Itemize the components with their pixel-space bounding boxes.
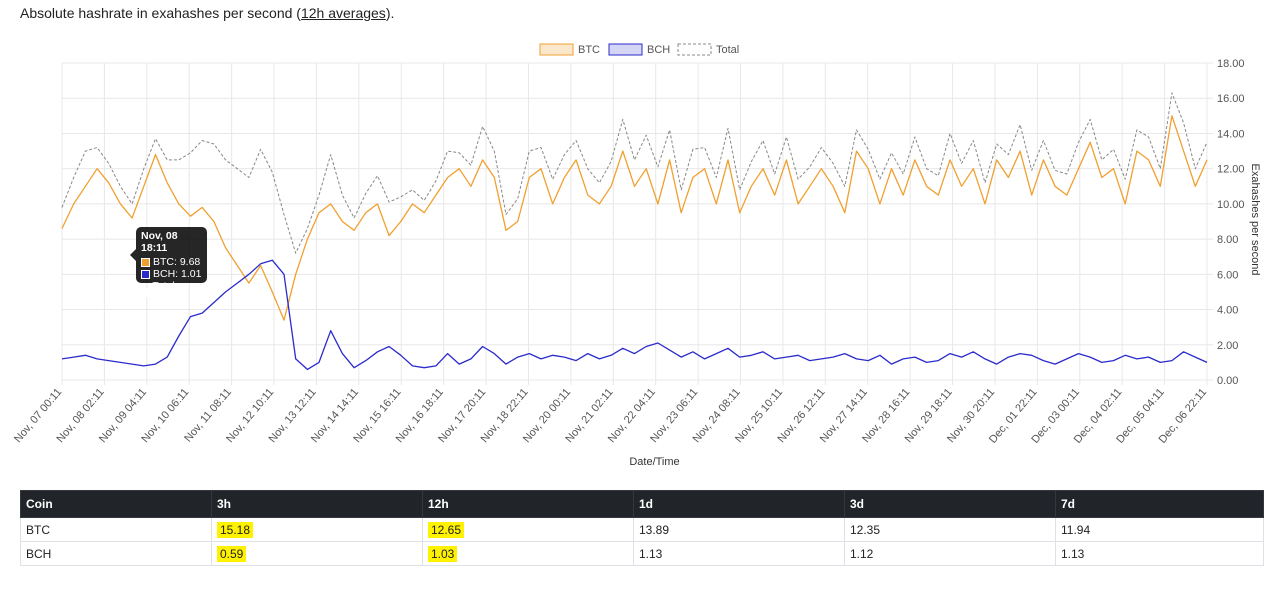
- legend-label-total: Total: [716, 44, 739, 56]
- cell-7d: 1.13: [1055, 541, 1264, 566]
- cell-3d: 1.12: [844, 541, 1056, 566]
- y-tick-label: 18.00: [1217, 58, 1245, 70]
- highlighted-value: 15.18: [217, 521, 254, 538]
- btc-swatch-icon: [141, 257, 150, 267]
- tooltip-btc-value: BTC: 9.68: [153, 256, 201, 268]
- legend-label-btc: BTC: [578, 44, 600, 56]
- legend-label-bch: BCH: [647, 44, 670, 56]
- series-line-total: [61, 92, 1208, 254]
- table-row: BTC 15.18 12.65 13.89 12.35 11.94: [20, 517, 1264, 542]
- cell-1d: 1.13: [633, 541, 845, 566]
- col-3h: 3h: [211, 490, 423, 518]
- total-swatch-icon: [141, 287, 150, 297]
- y-tick-label: 10.00: [1217, 199, 1245, 211]
- x-axis-title: Date/Time: [629, 456, 679, 468]
- bch-swatch-icon: [141, 269, 150, 279]
- legend-swatch-bch: [608, 43, 643, 56]
- y-tick-label: 8.00: [1217, 234, 1238, 246]
- hashrate-table: Coin 3h 12h 1d 3d 7d BTC 15.18 12.65 13.…: [20, 490, 1264, 566]
- y-tick-label: 6.00: [1217, 269, 1238, 281]
- cell-7d: 11.94: [1055, 517, 1264, 542]
- col-3d: 3d: [844, 490, 1056, 518]
- cell-3h: 15.18: [211, 517, 423, 542]
- y-tick-label: 2.00: [1217, 340, 1238, 352]
- series-line-btc: [61, 115, 1208, 321]
- y-tick-label: 14.00: [1217, 128, 1245, 140]
- highlighted-value: 0.59: [217, 545, 247, 562]
- y-axis-title: Exahashes per second: [1249, 164, 1261, 276]
- series-line-bch: [61, 259, 1208, 371]
- col-7d: 7d: [1055, 490, 1264, 518]
- col-coin: Coin: [20, 490, 212, 518]
- cell-1d: 13.89: [633, 517, 845, 542]
- col-12h: 12h: [422, 490, 634, 518]
- y-tick-label: 4.00: [1217, 305, 1238, 317]
- tooltip-row-btc: BTC: 9.68: [141, 256, 202, 268]
- hashrate-chart: 0.00 2.00 4.00 6.00 8.00 10.00 12.00 14.00 16.00…: [12, 43, 1261, 468]
- cell-3h: 0.59: [211, 541, 423, 566]
- chart-tooltip: Nov, 08 18:11 BTC: 9.68 BCH: 1.01 Total:…: [130, 227, 207, 304]
- legend-swatch-btc: [539, 43, 574, 56]
- cell-12h: 1.03: [422, 541, 634, 566]
- col-1d: 1d: [633, 490, 845, 518]
- table-header-row: Coin 3h 12h 1d 3d 7d: [20, 490, 1264, 518]
- chart-heading: Absolute hashrate in exahashes per secon…: [20, 5, 394, 21]
- y-tick-label: 16.00: [1217, 93, 1245, 105]
- tooltip-total-value: Total: 10.69: [152, 280, 179, 304]
- heading-text-after: ).: [385, 5, 395, 21]
- highlighted-value: 12.65: [428, 521, 465, 538]
- tooltip-title: Nov, 08 18:11: [141, 230, 178, 254]
- table-row: BCH 0.59 1.03 1.13 1.12 1.13: [20, 541, 1264, 566]
- averages-link[interactable]: 12h averages: [300, 5, 386, 21]
- cell-12h: 12.65: [422, 517, 634, 542]
- cell-coin: BCH: [20, 541, 212, 566]
- legend-swatch-total: [677, 43, 712, 56]
- tooltip-row-total: Total: 10.69: [141, 280, 202, 304]
- tooltip-bch-value: BCH: 1.01: [153, 268, 202, 280]
- cell-coin: BTC: [20, 517, 212, 542]
- highlighted-value: 1.03: [428, 545, 458, 562]
- y-tick-label: 12.00: [1217, 164, 1245, 176]
- cell-3d: 12.35: [844, 517, 1056, 542]
- tooltip-row-bch: BCH: 1.01: [141, 268, 202, 280]
- y-tick-label: 0.00: [1217, 375, 1238, 387]
- heading-text-before: Absolute hashrate in exahashes per secon…: [20, 5, 301, 21]
